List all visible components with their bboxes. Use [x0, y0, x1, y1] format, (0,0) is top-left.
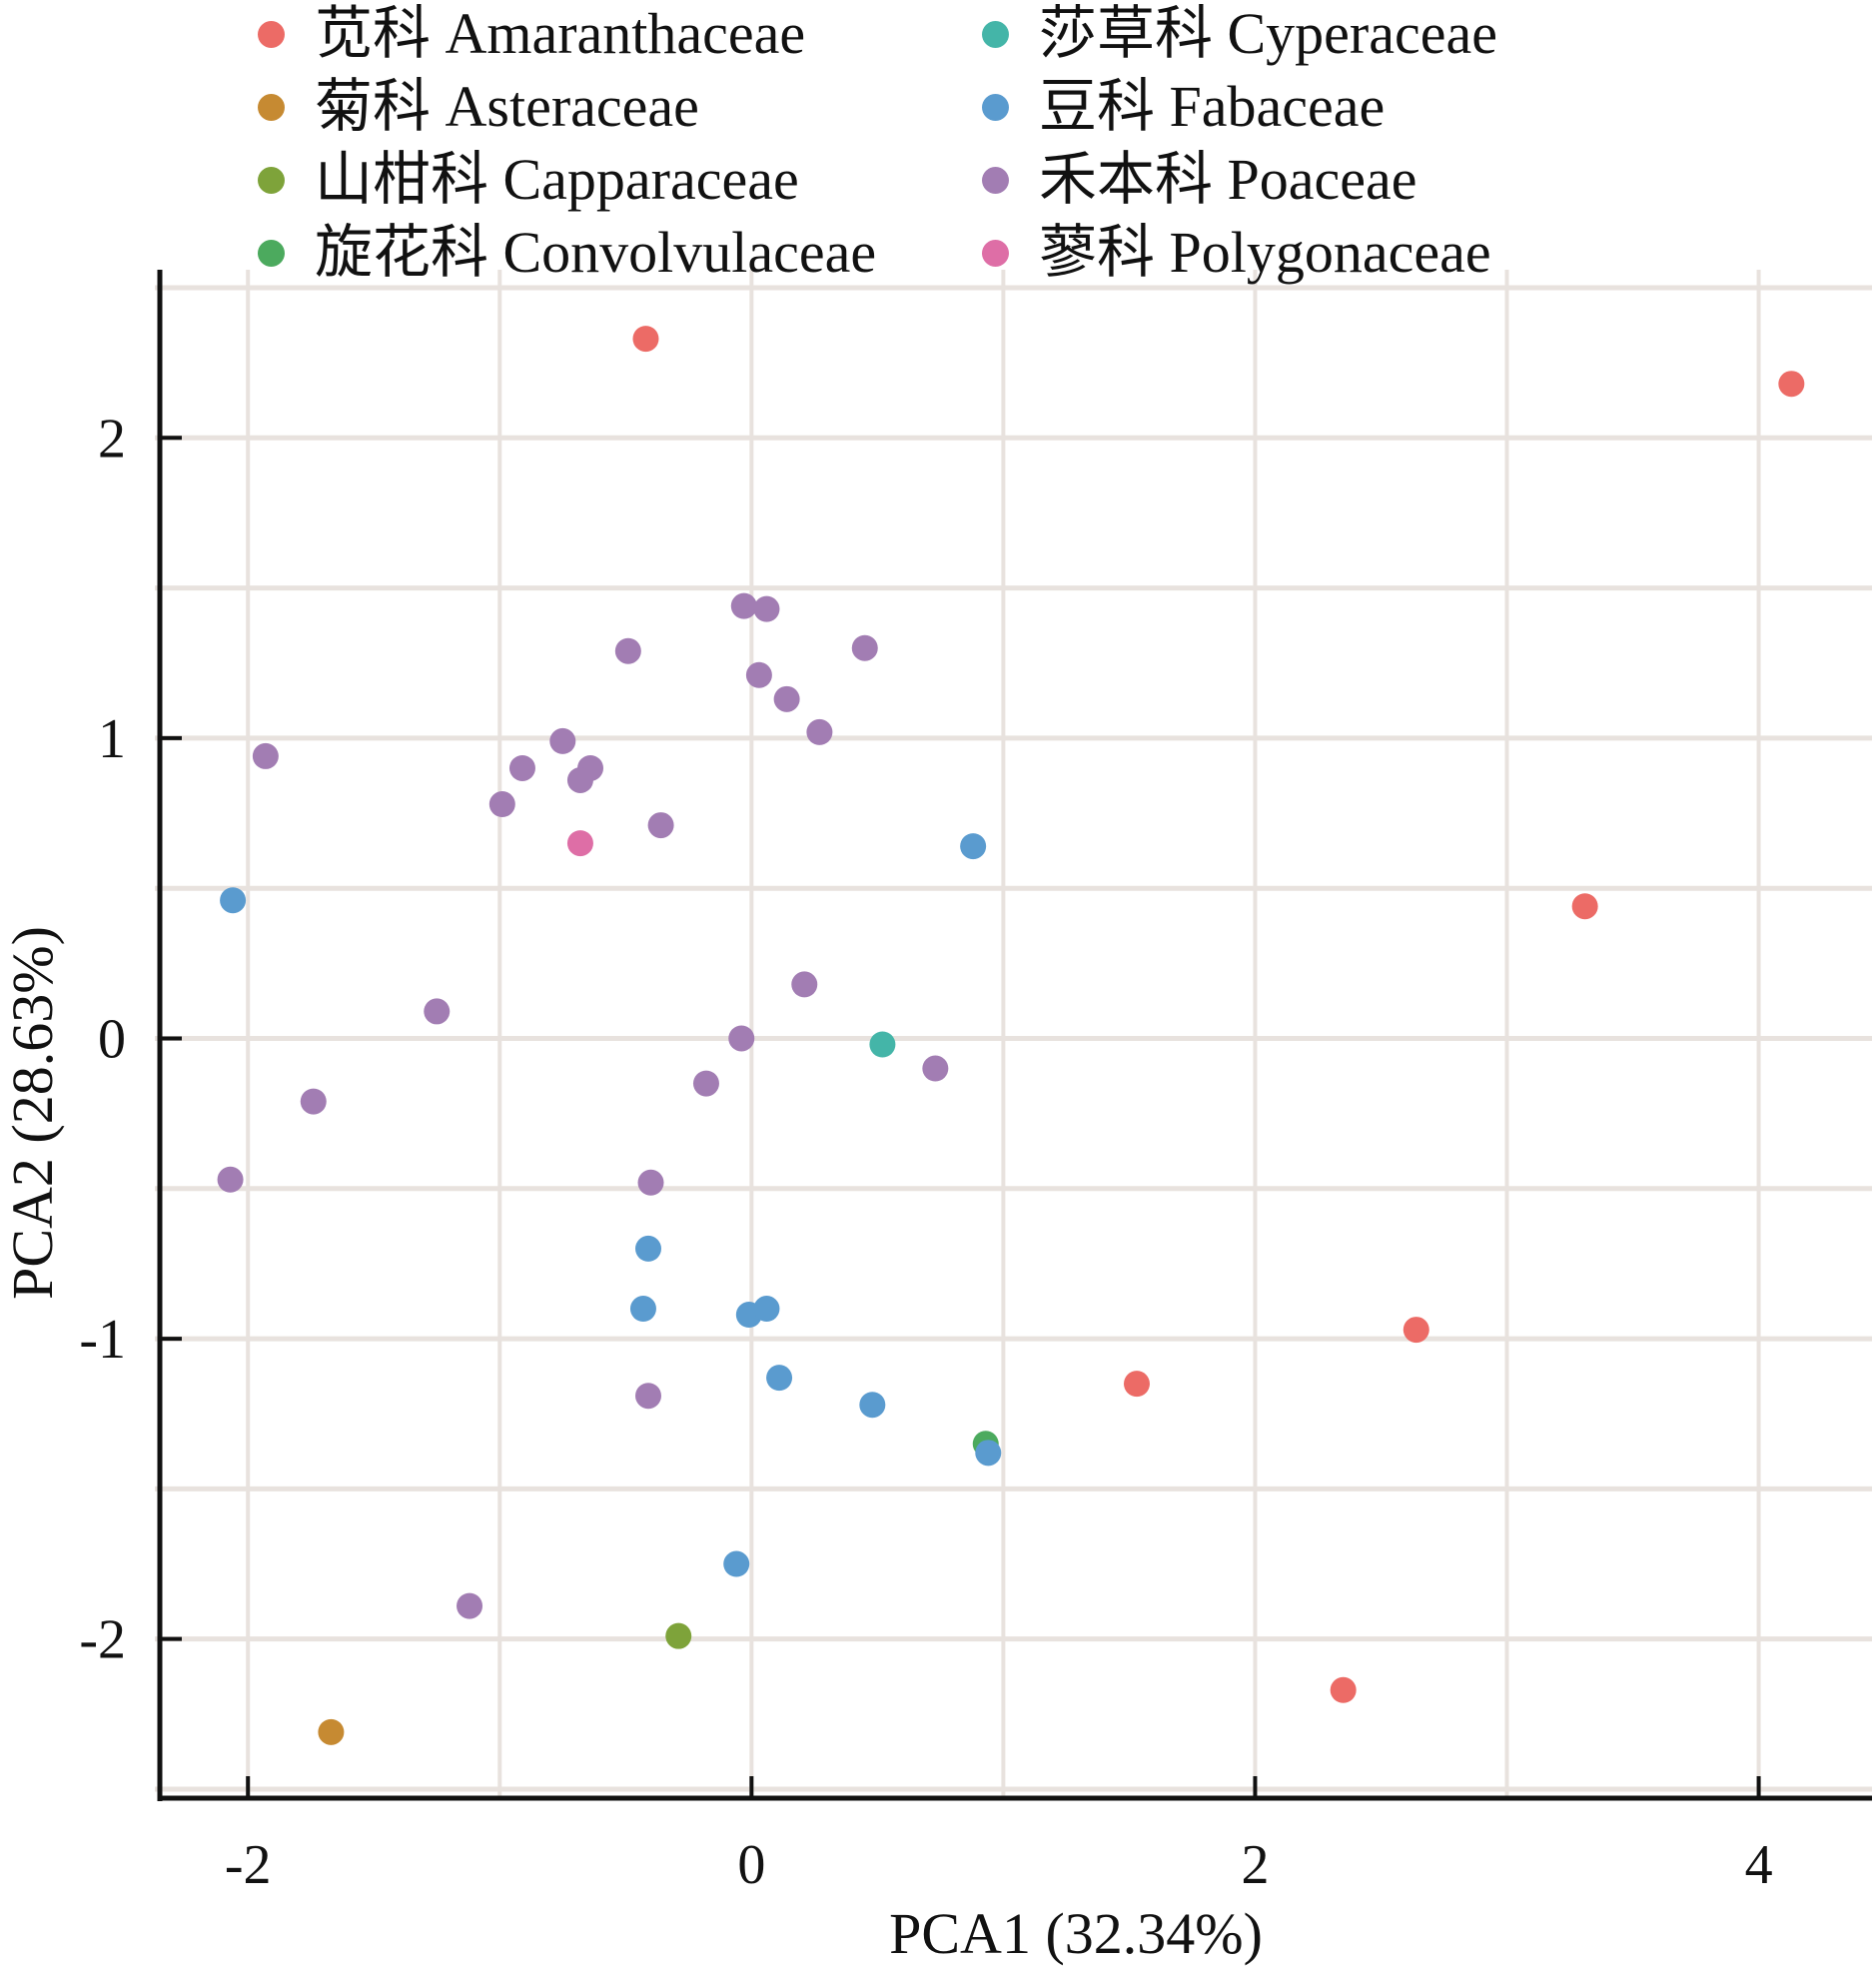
data-point	[318, 1718, 345, 1745]
x-tick-label: 4	[1745, 1834, 1773, 1896]
data-point	[647, 812, 674, 839]
series-polygonaceae	[566, 830, 593, 857]
legend-label: 豆科 Fabaceae	[1039, 74, 1386, 139]
legend-label: 蓼科 Polygonaceae	[1039, 220, 1491, 285]
series-poaceae	[217, 592, 949, 1619]
data-point	[730, 592, 757, 619]
legend-marker	[982, 166, 1009, 194]
legend-item-fabaceae: 豆科 Fabaceae	[982, 78, 1385, 136]
y-tick-label: 0	[98, 1008, 126, 1070]
legend-item-cyperaceae: 莎草科 Cyperaceae	[982, 5, 1497, 63]
data-point	[975, 1440, 1002, 1467]
x-axis-label: PCA1 (32.34%)	[889, 1901, 1263, 1966]
legend-item-polygonaceae: 蓼科 Polygonaceae	[982, 224, 1491, 282]
data-point	[634, 1383, 661, 1410]
data-points	[217, 326, 1805, 1745]
data-point	[766, 1365, 793, 1392]
data-point	[791, 971, 818, 998]
legend-item-asteraceae: 菊科 Asteraceae	[258, 78, 699, 136]
data-point	[851, 634, 878, 661]
series-asteraceae	[318, 1718, 345, 1745]
data-point	[614, 637, 641, 664]
legend-marker	[982, 20, 1009, 48]
data-point	[859, 1392, 886, 1419]
series-amaranthaceae	[632, 326, 1805, 1703]
legend: 苋科 Amaranthaceae 菊科 Asteraceae 山柑科 Cappa…	[0, 0, 1876, 290]
data-point	[632, 326, 659, 353]
legend-item-capparaceae: 山柑科 Capparaceae	[258, 151, 799, 209]
legend-label: 禾本科 Poaceae	[1039, 147, 1417, 212]
legend-label: 菊科 Asteraceae	[315, 74, 699, 139]
data-point	[1778, 371, 1805, 398]
data-point	[300, 1088, 327, 1115]
legend-item-poaceae: 禾本科 Poaceae	[982, 151, 1416, 209]
y-tick-label: -1	[79, 1309, 126, 1371]
legend-label: 旋花科 Convolvulaceae	[315, 220, 877, 285]
legend-label: 山柑科 Capparaceae	[315, 147, 799, 212]
data-point	[773, 685, 800, 712]
data-point	[753, 1296, 780, 1323]
legend-marker	[258, 239, 285, 267]
data-point	[457, 1592, 483, 1619]
x-tick-label: -2	[225, 1834, 272, 1896]
series-fabaceae	[220, 833, 1002, 1577]
axes: -2 0 2 4 2 1 0 -1 -2	[79, 270, 1872, 1896]
data-point	[637, 1169, 664, 1196]
grid-lines	[155, 270, 1872, 1798]
legend-item-amaranthaceae: 苋科 Amaranthaceae	[258, 5, 805, 63]
data-point	[753, 595, 780, 622]
data-point	[723, 1550, 750, 1577]
legend-marker	[982, 239, 1009, 267]
data-point	[692, 1070, 719, 1097]
data-point	[634, 1235, 661, 1262]
legend-label: 苋科 Amaranthaceae	[315, 1, 806, 66]
data-point	[220, 887, 247, 914]
legend-label: 莎草科 Cyperaceae	[1039, 1, 1497, 66]
data-point	[488, 791, 515, 818]
data-point	[728, 1025, 755, 1052]
x-tick-label: 2	[1241, 1834, 1269, 1896]
y-tick-label: 1	[98, 708, 126, 770]
y-tick-label: -2	[79, 1609, 126, 1671]
data-point	[217, 1166, 244, 1193]
series-capparaceae	[665, 1622, 692, 1649]
legend-marker	[982, 93, 1009, 121]
data-point	[424, 998, 451, 1025]
data-point	[566, 830, 593, 857]
y-axis-label: PCA2 (28.63%)	[0, 926, 65, 1300]
data-point	[1403, 1317, 1429, 1344]
data-point	[252, 742, 279, 769]
data-point	[566, 766, 593, 793]
data-point	[745, 661, 772, 688]
x-tick-label: 0	[737, 1834, 765, 1896]
data-point	[806, 718, 833, 745]
legend-marker	[258, 20, 285, 48]
data-point	[508, 754, 535, 781]
legend-marker	[258, 93, 285, 121]
legend-marker	[258, 166, 285, 194]
data-point	[1330, 1676, 1357, 1703]
y-tick-label: 2	[98, 408, 126, 470]
data-point	[629, 1296, 656, 1323]
data-point	[1123, 1371, 1150, 1398]
data-point	[960, 833, 987, 860]
data-point	[869, 1031, 896, 1058]
legend-item-convolvulaceae: 旋花科 Convolvulaceae	[258, 224, 876, 282]
data-point	[922, 1055, 949, 1082]
series-cyperaceae	[869, 1031, 896, 1058]
data-point	[549, 727, 576, 754]
data-point	[1571, 893, 1598, 920]
data-point	[665, 1622, 692, 1649]
